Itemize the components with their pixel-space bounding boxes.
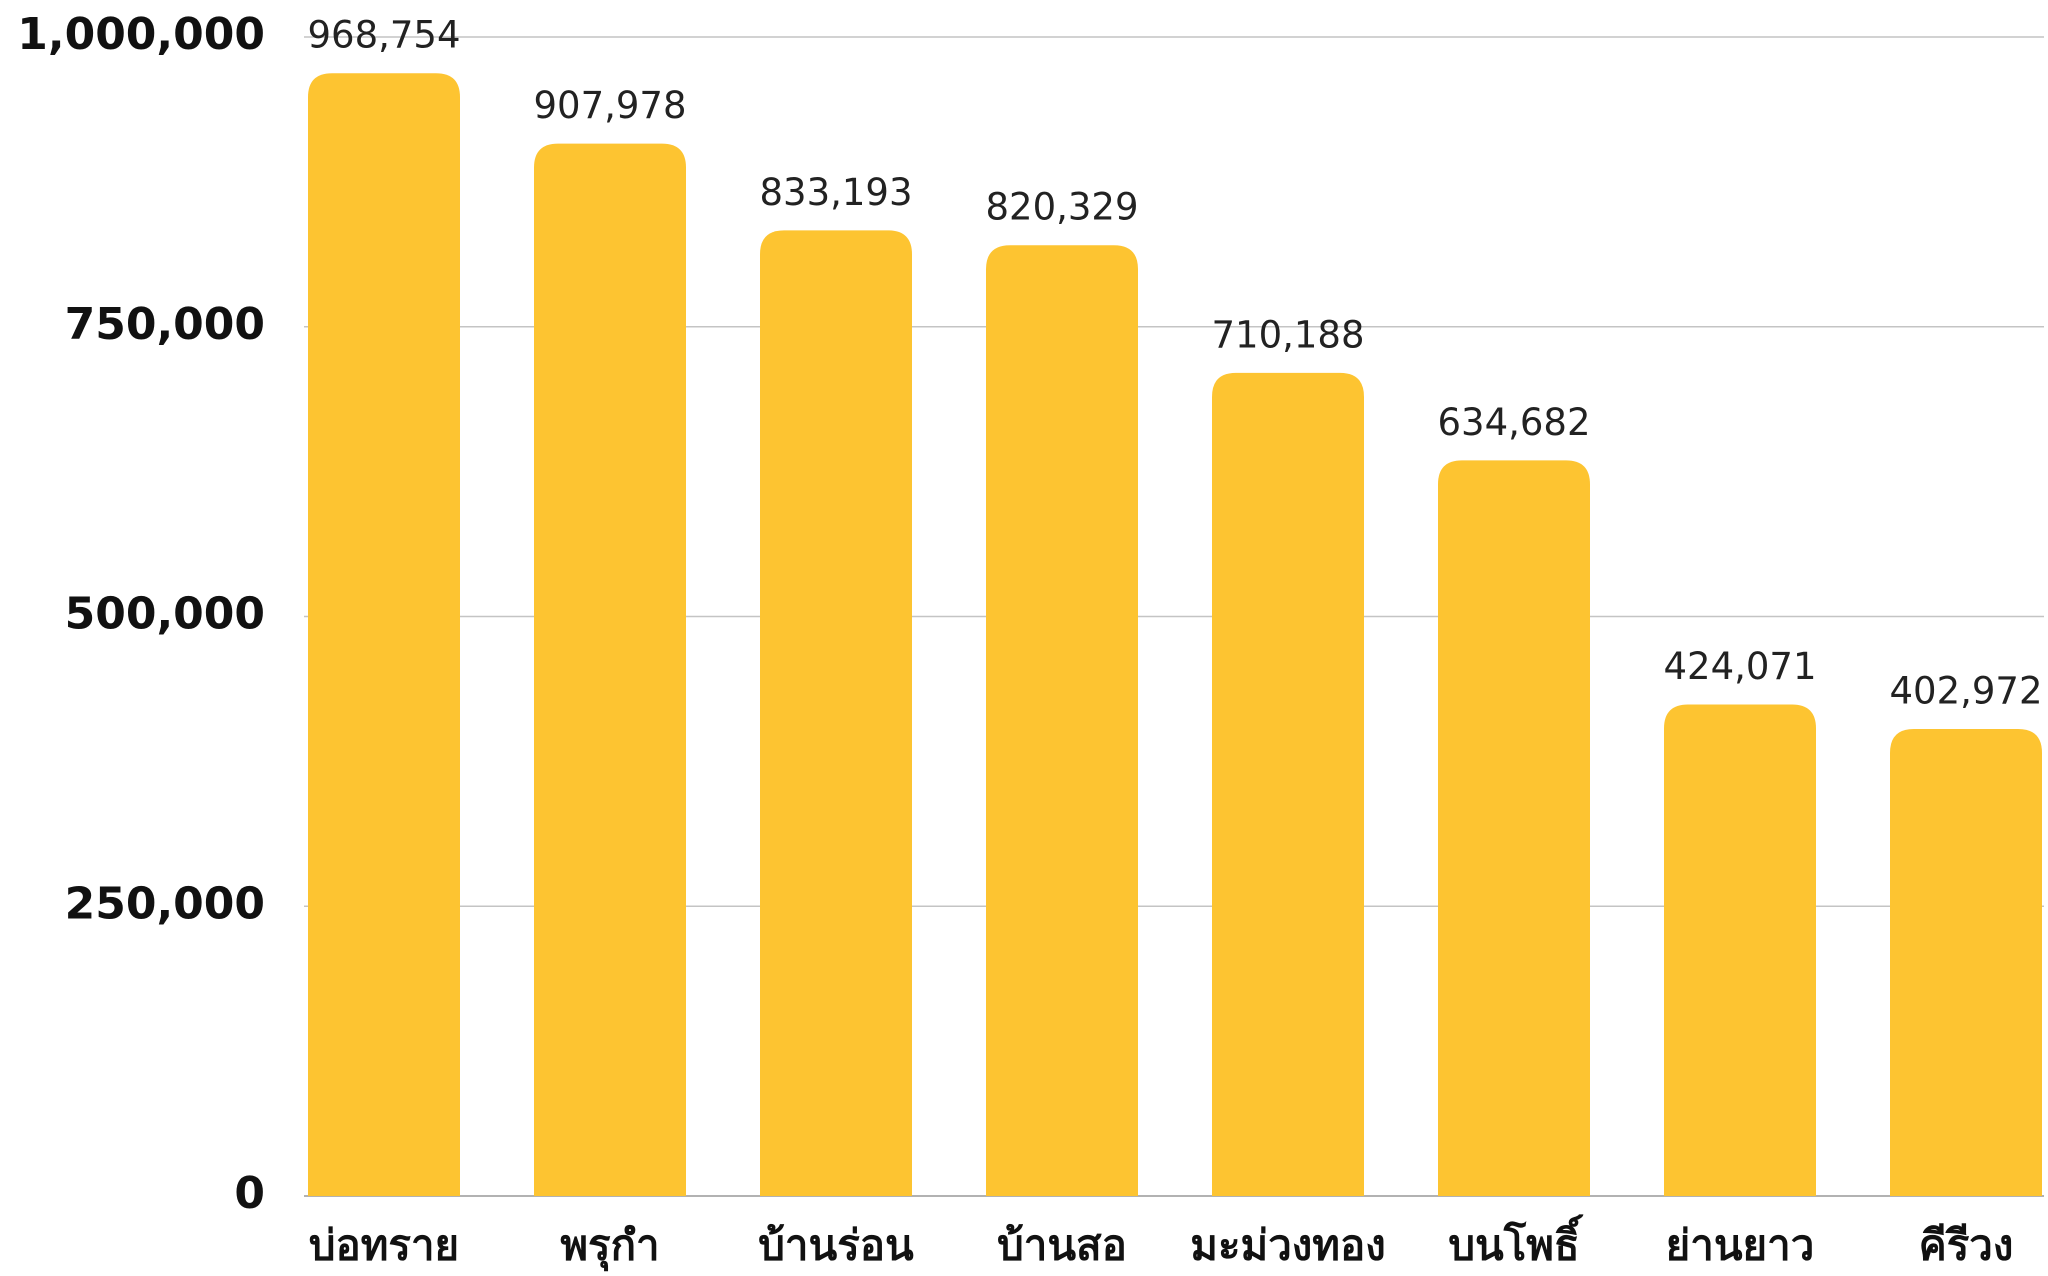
bar <box>986 245 1138 1196</box>
value-label: 820,329 <box>985 186 1138 229</box>
x-tick-label: ย่านยาว <box>1666 1221 1815 1270</box>
value-label: 710,188 <box>1211 313 1364 356</box>
value-label: 634,682 <box>1437 401 1590 444</box>
value-label: 424,071 <box>1663 645 1816 688</box>
bar <box>1890 728 2042 1196</box>
y-tick-label: 250,000 <box>65 878 265 929</box>
bar <box>1438 460 1590 1196</box>
x-tick-label: พรุกำ <box>560 1221 659 1272</box>
y-tick-label: 0 <box>234 1168 265 1219</box>
x-tick-label: มะม่วงทอง <box>1190 1221 1385 1270</box>
x-tick-label: บนโพธิ์ <box>1448 1214 1584 1270</box>
bar <box>1212 372 1364 1197</box>
bar <box>308 73 460 1196</box>
value-label: 968,754 <box>307 14 460 57</box>
value-label: 402,972 <box>1889 669 2042 712</box>
x-tick-label: บ้านร่อน <box>758 1221 914 1270</box>
bar <box>534 143 686 1196</box>
y-tick-label: 1,000,000 <box>17 9 265 60</box>
x-tick-label: บ่อทราย <box>309 1221 459 1270</box>
bar <box>760 230 912 1196</box>
value-label: 833,193 <box>759 171 912 214</box>
x-tick-label: บ้านสอ <box>997 1221 1127 1270</box>
value-label: 907,978 <box>533 84 686 127</box>
bar <box>1664 704 1816 1196</box>
y-tick-label: 500,000 <box>65 589 265 640</box>
y-tick-label: 750,000 <box>65 299 265 350</box>
x-tick-label: คีรีวง <box>1919 1221 2014 1270</box>
